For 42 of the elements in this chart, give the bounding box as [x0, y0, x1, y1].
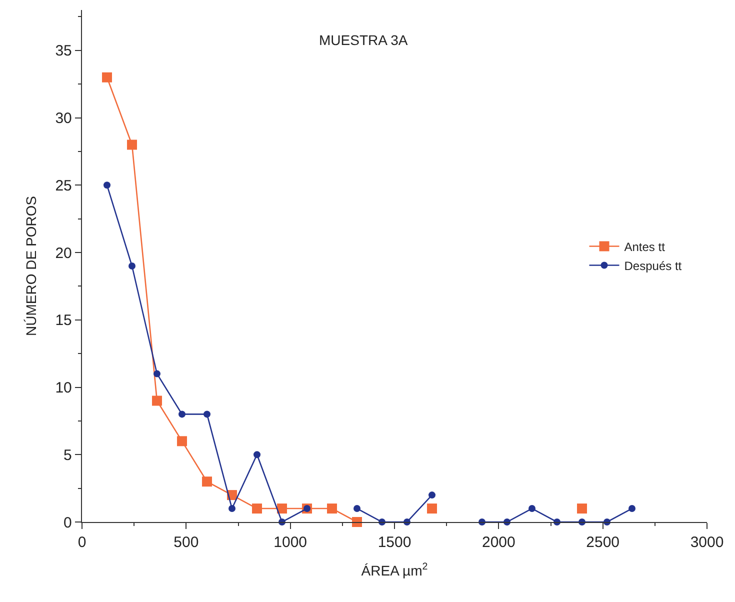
- y-tick-label: 35: [55, 42, 72, 60]
- y-tick-label: 5: [64, 446, 72, 464]
- point: [102, 72, 112, 82]
- point: [204, 410, 210, 418]
- y-tick-label: 20: [55, 244, 72, 262]
- point: [154, 370, 160, 378]
- point: [152, 396, 162, 406]
- legend-label: Después tt: [624, 258, 682, 273]
- x-tick-label: 3000: [690, 534, 724, 552]
- point: [428, 492, 436, 499]
- x-tick-label: 0: [78, 534, 86, 552]
- point: [254, 451, 260, 458]
- x-tick-label: 1000: [274, 534, 308, 552]
- x-tick-label: 2000: [482, 534, 516, 552]
- y-tick-label: 25: [55, 177, 72, 194]
- point: [427, 504, 437, 514]
- y-tick-label: 10: [55, 380, 72, 397]
- point: [354, 505, 360, 512]
- point: [177, 436, 187, 446]
- point: [228, 505, 236, 512]
- point: [127, 140, 137, 150]
- y-tick-label: 15: [55, 312, 72, 330]
- y-tick-label: 30: [55, 110, 72, 128]
- text: MUESTRA 3A: [319, 32, 408, 48]
- point: [104, 182, 110, 189]
- legend-label: Antes tt: [624, 240, 666, 254]
- x-axis-title: ÁREA µm$^{2}$: [361, 562, 428, 578]
- y-axis-title: NÚMERO DE POROS: [22, 196, 39, 336]
- x-tick-label: 500: [174, 534, 199, 552]
- point: [252, 504, 262, 514]
- point: [528, 505, 536, 512]
- point: [128, 262, 136, 270]
- point: [202, 476, 212, 487]
- point: [628, 505, 636, 512]
- point: [178, 410, 186, 418]
- x-tick-label: 1500: [378, 534, 412, 552]
- x-tick-label: 2500: [586, 534, 620, 552]
- point: [352, 517, 362, 527]
- point: [277, 504, 287, 514]
- point: [577, 504, 587, 514]
- y-tick-label: 0: [64, 514, 72, 532]
- point: [327, 504, 337, 514]
